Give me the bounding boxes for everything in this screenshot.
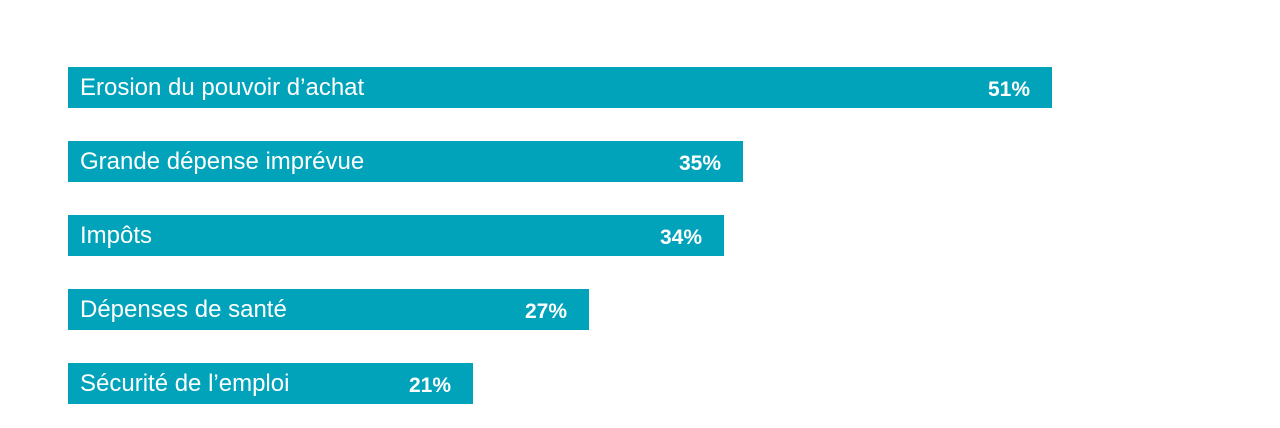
category-label: Dépenses de santé — [80, 296, 287, 323]
bar-2 — [68, 215, 724, 256]
value-label: 27% — [525, 300, 567, 323]
bar-3 — [68, 289, 589, 330]
bar-0 — [68, 67, 1052, 108]
bar-1 — [68, 141, 743, 182]
category-label: Impôts — [80, 222, 152, 249]
value-label: 34% — [660, 226, 702, 249]
value-label: 51% — [988, 78, 1030, 101]
bar-4 — [68, 363, 473, 404]
value-label: 35% — [679, 152, 721, 175]
value-label: 21% — [409, 374, 451, 397]
category-label: Erosion du pouvoir d’achat — [80, 74, 365, 101]
category-label: Sécurité de l’emploi — [80, 370, 289, 397]
bars-group: Erosion du pouvoir d’achat 51% Grande dépe… — [68, 67, 1052, 404]
category-label: Grande dépense imprévue — [80, 148, 364, 175]
